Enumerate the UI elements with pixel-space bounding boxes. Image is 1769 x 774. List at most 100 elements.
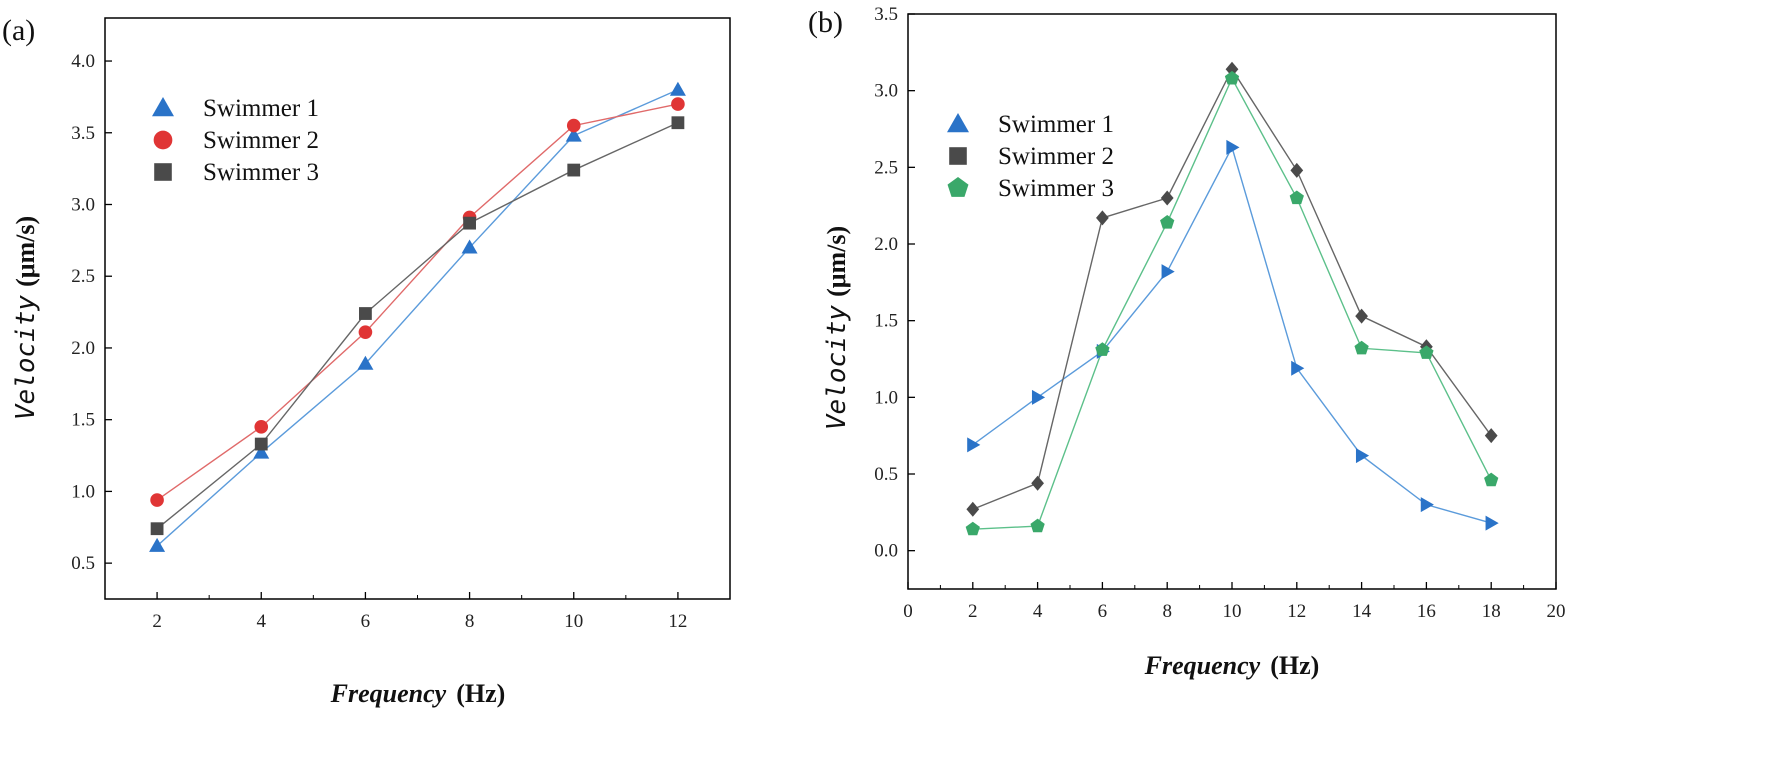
x-tick-label: 12 [668, 611, 687, 632]
y-tick-label: 0.5 [71, 553, 95, 574]
y-tick-label: 1.5 [71, 410, 95, 431]
series-line-1 [972, 145, 1492, 524]
panel-a-plot-frame [104, 17, 731, 600]
series-line-1 [156, 89, 679, 547]
data-point-series-3 [1160, 215, 1175, 229]
panel-b-x-label-unit: (Hz) [1270, 651, 1319, 680]
y-tick-label: 4.0 [71, 51, 95, 72]
legend-label-2: Swimmer 2 [998, 143, 1114, 170]
x-tick-label: 2 [152, 611, 162, 632]
panel-b-y-axis: 0.0 0.5 1.0 1.5 2.0 2.5 3.0 3.5 [874, 4, 915, 562]
panel-b-series-lines [972, 67, 1492, 530]
panel-a-series-lines [156, 89, 679, 547]
legend-marker-3 [154, 163, 172, 181]
panel-a-x-label-text: Frequency [330, 679, 447, 708]
panel-b-x-axis-label: Frequency (Hz) [1144, 651, 1320, 680]
data-point-series-1 [253, 444, 270, 459]
panel-b-markers [965, 61, 1499, 536]
data-point-series-1 [1226, 139, 1240, 155]
panel-b-plot-frame [907, 13, 1557, 590]
legend-label-3: Swimmer 3 [998, 175, 1114, 202]
x-tick-label: 4 [1033, 601, 1043, 622]
legend-marker-2 [949, 147, 967, 165]
x-tick-label: 10 [1223, 601, 1242, 622]
data-point-series-3 [254, 437, 268, 451]
panel-a-x-axis-label: Frequency (Hz) [330, 679, 506, 708]
x-tick-label: 10 [564, 611, 583, 632]
data-point-series-3 [1095, 342, 1110, 356]
y-tick-label: 3.5 [71, 123, 95, 144]
x-tick-label: 18 [1482, 601, 1501, 622]
data-point-series-1 [669, 81, 686, 96]
data-point-series-3 [359, 307, 372, 320]
data-point-series-3 [567, 163, 581, 177]
panel-b-y-axis-label: Velocity (μm/s) [822, 226, 852, 430]
data-point-series-3 [965, 521, 980, 536]
data-point-series-3 [1484, 472, 1499, 487]
panel-a-y-axis-label: Velocity (μm/s) [11, 216, 41, 420]
legend-label-2: Swimmer 2 [203, 127, 319, 154]
y-tick-label: 0.5 [874, 464, 898, 485]
data-point-series-1 [1161, 264, 1175, 280]
data-point-series-1 [461, 239, 478, 254]
panel-a-x-label-unit: (Hz) [456, 679, 505, 708]
data-point-series-3 [1289, 190, 1304, 205]
data-point-series-1 [149, 537, 166, 552]
data-point-series-2 [254, 420, 269, 434]
data-point-series-2 [1160, 190, 1174, 206]
y-tick-label: 2.5 [71, 266, 95, 287]
data-point-series-2 [671, 97, 685, 111]
data-point-series-1 [1420, 497, 1434, 513]
y-tick-label: 3.0 [71, 194, 95, 215]
panel-b-y-label-text: Velocity [822, 305, 852, 431]
data-point-series-3 [1419, 345, 1434, 359]
x-tick-label: 6 [1098, 601, 1108, 622]
y-tick-label: 3.0 [874, 81, 898, 102]
x-tick-label: 2 [968, 601, 978, 622]
data-point-series-1 [1291, 360, 1305, 376]
panel-b-y-label-unit: (μm/s) [822, 226, 851, 297]
panel-b-legend: Swimmer 1 Swimmer 2 Swimmer 3 [947, 111, 1114, 202]
legend-label-3: Swimmer 3 [203, 159, 319, 186]
panel-a-y-label-unit: (μm/s) [11, 216, 40, 287]
y-tick-label: 3.5 [874, 4, 898, 25]
series-line-2 [156, 103, 679, 501]
data-point-series-2 [966, 501, 980, 517]
x-tick-label: 8 [1162, 601, 1172, 622]
data-point-series-3 [1224, 70, 1240, 85]
data-point-series-2 [1290, 162, 1304, 178]
data-point-series-1 [967, 437, 981, 453]
x-tick-label: 14 [1352, 601, 1372, 622]
data-point-series-1 [1355, 448, 1370, 464]
x-tick-label: 8 [465, 611, 475, 632]
data-point-series-2 [358, 325, 373, 339]
legend-marker-3 [947, 177, 969, 197]
legend-marker-1 [152, 97, 174, 117]
data-point-series-2 [1031, 475, 1044, 491]
x-tick-label: 20 [1547, 601, 1566, 622]
panel-a-y-label-text: Velocity [11, 295, 41, 421]
x-tick-label: 6 [361, 611, 371, 632]
y-tick-label: 1.0 [874, 387, 898, 408]
data-point-series-3 [671, 116, 685, 130]
panel-a-x-axis: 2 4 6 8 10 12 [152, 592, 687, 632]
legend-label-1: Swimmer 1 [203, 95, 319, 122]
data-point-series-2 [1225, 61, 1239, 77]
data-point-series-2 [1355, 308, 1368, 324]
y-tick-label: 2.0 [71, 338, 95, 359]
data-point-series-2 [1096, 210, 1109, 226]
panel-b-x-label-text: Frequency [1144, 651, 1261, 680]
x-tick-label: 16 [1417, 601, 1436, 622]
y-tick-label: 2.5 [874, 157, 898, 178]
panel-a-y-axis: 0.5 1.0 1.5 2.0 2.5 3.0 3.5 4.0 [71, 51, 112, 574]
data-point-series-2 [566, 118, 581, 133]
y-tick-label: 1.0 [71, 481, 95, 502]
panel-b: (b) 0.0 0.5 1.0 1.5 2.0 2.5 3.0 3.5 0 2 4 6 8 10 12 14… [808, 4, 1566, 680]
x-tick-label: 12 [1287, 601, 1306, 622]
y-tick-label: 2.0 [874, 234, 898, 255]
legend-label-1: Swimmer 1 [998, 111, 1114, 138]
y-tick-label: 0.0 [874, 541, 898, 562]
y-tick-label: 1.5 [874, 311, 898, 332]
data-point-series-1 [357, 355, 374, 370]
